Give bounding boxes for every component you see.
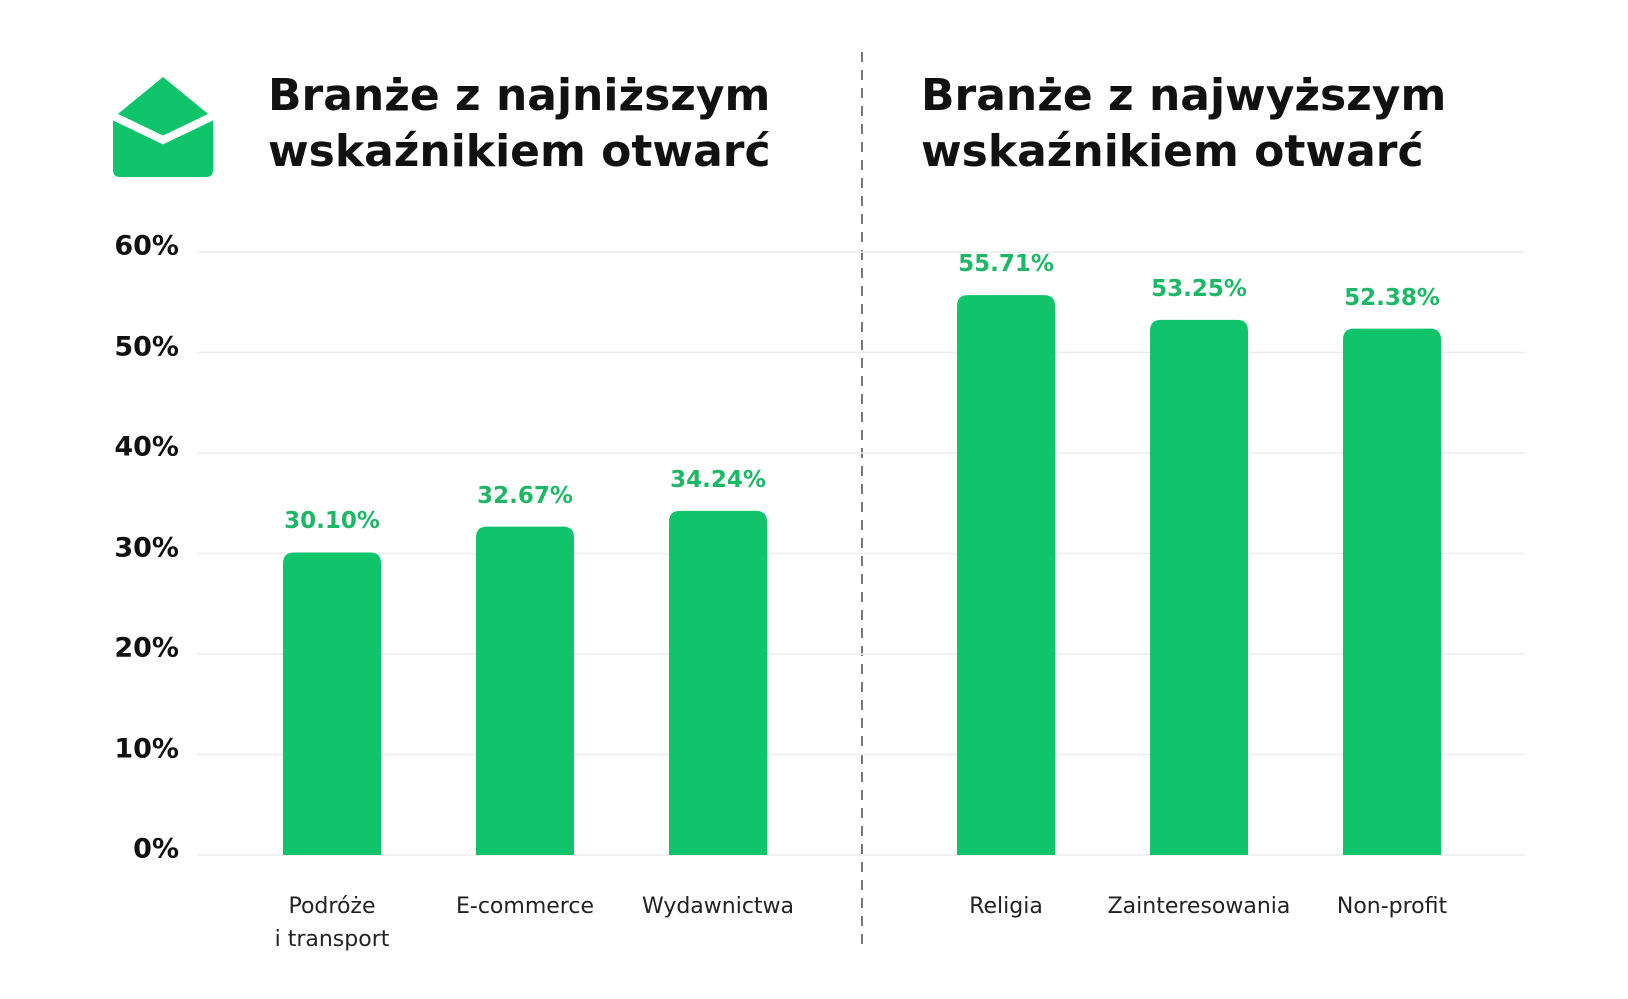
mail-icon: [111, 77, 215, 177]
x-tick-label: Non-profit: [1336, 894, 1448, 919]
bar: [1343, 328, 1441, 855]
bar: [1150, 319, 1248, 855]
chart-title: Branże z najwyższym wskaźnikiem otwarć: [921, 70, 1447, 177]
x-tick-label: Podróże i transport: [274, 894, 390, 952]
bar: [476, 526, 574, 855]
value-label: 30.10%: [284, 508, 380, 535]
value-label: 53.25%: [1151, 275, 1247, 302]
y-tick-label: 0%: [133, 833, 179, 865]
x-tick-label: Religia: [969, 894, 1043, 919]
value-label: 52.38%: [1344, 284, 1440, 311]
y-tick-label: 20%: [114, 632, 179, 664]
y-tick-label: 10%: [114, 733, 179, 764]
value-label: 32.67%: [477, 482, 573, 509]
y-tick-label: 40%: [114, 431, 179, 463]
y-tick-label: 60%: [114, 230, 179, 262]
value-label: 55.71%: [958, 251, 1054, 278]
chart-title: Branże z najniższym wskaźnikiem otwarć: [268, 70, 771, 177]
value-label: 34.24%: [670, 466, 766, 493]
bar: [669, 510, 767, 855]
bar: [283, 552, 381, 855]
x-tick-label: Wydawnictwa: [641, 894, 795, 919]
x-tick-label: Zainteresowania: [1107, 894, 1291, 919]
bar: [957, 295, 1055, 855]
y-tick-label: 30%: [114, 532, 179, 563]
x-tick-label: E-commerce: [456, 894, 594, 919]
y-tick-label: 50%: [114, 331, 179, 362]
